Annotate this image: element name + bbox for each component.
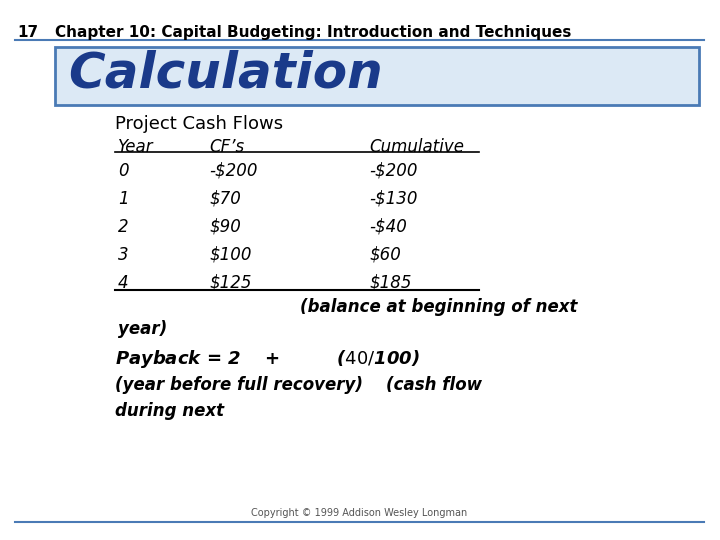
Text: Project Cash Flows: Project Cash Flows <box>115 115 283 133</box>
Text: CF’s: CF’s <box>210 138 245 156</box>
Text: (balance at beginning of next: (balance at beginning of next <box>300 298 577 316</box>
Text: Cumulative: Cumulative <box>369 138 464 156</box>
Text: -$200: -$200 <box>210 162 258 180</box>
Text: during next: during next <box>115 402 224 420</box>
Text: Copyright © 1999 Addison Wesley Longman: Copyright © 1999 Addison Wesley Longman <box>251 508 467 518</box>
Text: Calculation: Calculation <box>68 50 382 98</box>
Text: Year: Year <box>118 138 153 156</box>
Text: -$130: -$130 <box>369 190 418 208</box>
Text: 1: 1 <box>118 190 128 208</box>
Text: $185: $185 <box>369 274 412 292</box>
Text: -$200: -$200 <box>369 162 418 180</box>
Text: Payback = 2    +         ($40    /  $100): Payback = 2 + ($40 / $100) <box>115 348 420 370</box>
Text: 0: 0 <box>118 162 128 180</box>
Text: (year before full recovery)    (cash flow: (year before full recovery) (cash flow <box>115 376 482 394</box>
Text: 3: 3 <box>118 246 128 264</box>
FancyBboxPatch shape <box>55 47 699 105</box>
Text: 2: 2 <box>118 218 128 236</box>
Text: -$40: -$40 <box>369 218 408 236</box>
Text: Chapter 10: Capital Budgeting: Introduction and Techniques: Chapter 10: Capital Budgeting: Introduct… <box>55 25 571 40</box>
Text: $100: $100 <box>210 246 252 264</box>
Text: $70: $70 <box>210 190 242 208</box>
Text: 17: 17 <box>17 25 38 40</box>
Text: $60: $60 <box>369 246 401 264</box>
Text: year): year) <box>118 320 167 338</box>
Text: $125: $125 <box>210 274 252 292</box>
Text: $90: $90 <box>210 218 242 236</box>
Text: 4: 4 <box>118 274 128 292</box>
